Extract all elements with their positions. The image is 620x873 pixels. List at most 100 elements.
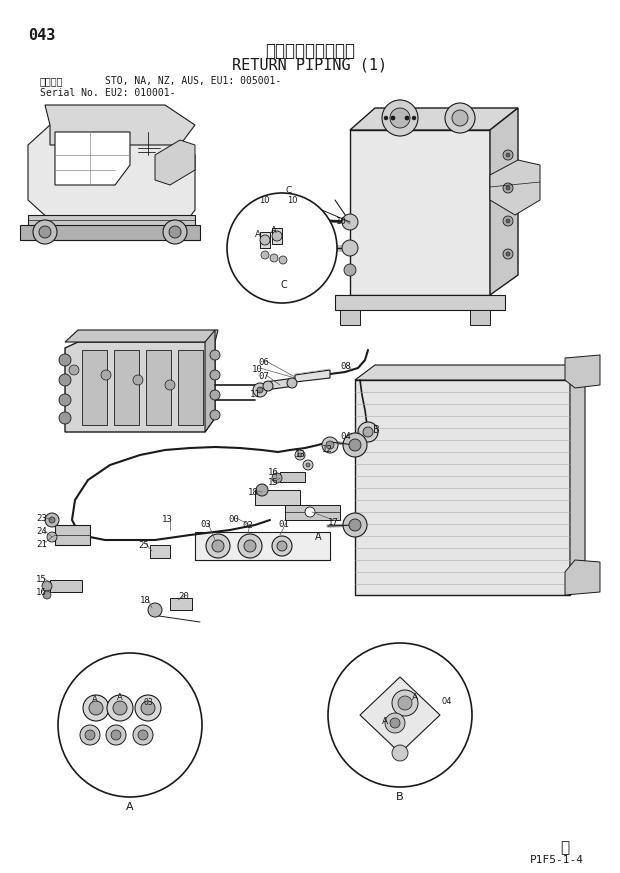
Text: 00: 00 — [228, 515, 239, 524]
Circle shape — [343, 513, 367, 537]
Circle shape — [163, 220, 187, 244]
Text: 15: 15 — [268, 478, 279, 487]
Circle shape — [253, 383, 267, 397]
Circle shape — [349, 439, 361, 451]
Circle shape — [106, 725, 126, 745]
Text: 04: 04 — [340, 432, 351, 441]
Circle shape — [305, 507, 315, 517]
Circle shape — [322, 437, 338, 453]
Polygon shape — [350, 108, 518, 130]
Text: EU2: 010001-: EU2: 010001- — [105, 88, 175, 98]
Text: 10: 10 — [259, 196, 269, 205]
Circle shape — [210, 370, 220, 380]
Polygon shape — [255, 490, 300, 505]
Polygon shape — [146, 350, 171, 425]
Circle shape — [270, 254, 278, 262]
Text: 16: 16 — [268, 468, 279, 477]
Circle shape — [506, 153, 510, 157]
Circle shape — [107, 695, 133, 721]
Circle shape — [39, 226, 51, 238]
Circle shape — [503, 249, 513, 259]
Circle shape — [133, 375, 143, 385]
Circle shape — [43, 591, 51, 599]
Text: 18: 18 — [140, 596, 151, 605]
Polygon shape — [45, 105, 195, 145]
Circle shape — [363, 427, 373, 437]
Circle shape — [89, 701, 103, 715]
Polygon shape — [178, 350, 203, 425]
Polygon shape — [265, 378, 295, 390]
Text: 16: 16 — [36, 588, 46, 597]
Polygon shape — [272, 228, 282, 244]
Text: Serial No.: Serial No. — [40, 88, 99, 98]
Circle shape — [385, 713, 405, 733]
Circle shape — [343, 433, 367, 457]
Circle shape — [85, 730, 95, 740]
Polygon shape — [65, 342, 215, 432]
Text: 21: 21 — [36, 540, 46, 549]
Circle shape — [148, 603, 162, 617]
Polygon shape — [50, 580, 82, 592]
Text: 043: 043 — [28, 28, 55, 43]
Polygon shape — [280, 472, 305, 482]
Circle shape — [42, 581, 52, 591]
Text: 04: 04 — [442, 697, 453, 706]
Text: C: C — [281, 280, 288, 290]
Text: 25: 25 — [138, 541, 149, 550]
Circle shape — [238, 534, 262, 558]
Text: 17: 17 — [328, 518, 339, 527]
Polygon shape — [490, 108, 518, 295]
Circle shape — [169, 226, 181, 238]
Circle shape — [452, 110, 468, 126]
Text: A: A — [315, 532, 322, 542]
Text: 03: 03 — [143, 698, 153, 707]
Text: 08: 08 — [340, 362, 351, 371]
Circle shape — [210, 390, 220, 400]
Circle shape — [33, 220, 57, 244]
Circle shape — [49, 517, 55, 523]
Polygon shape — [335, 295, 505, 310]
Text: A: A — [126, 802, 134, 812]
Circle shape — [326, 441, 334, 449]
Text: A: A — [382, 717, 388, 726]
Circle shape — [212, 540, 224, 552]
Circle shape — [227, 193, 337, 303]
Text: A: A — [92, 695, 98, 704]
Polygon shape — [114, 350, 139, 425]
Circle shape — [272, 231, 282, 241]
Circle shape — [101, 370, 111, 380]
Polygon shape — [490, 160, 540, 215]
Circle shape — [306, 463, 310, 467]
Circle shape — [391, 116, 395, 120]
Circle shape — [45, 513, 59, 527]
Polygon shape — [285, 505, 340, 520]
Circle shape — [206, 534, 230, 558]
Polygon shape — [565, 560, 600, 595]
Circle shape — [277, 541, 287, 551]
Circle shape — [405, 116, 409, 120]
Circle shape — [244, 540, 256, 552]
Circle shape — [59, 412, 71, 424]
Circle shape — [111, 730, 121, 740]
Polygon shape — [350, 130, 490, 295]
Text: 適用号機: 適用号機 — [40, 76, 63, 86]
Circle shape — [263, 381, 273, 391]
Text: リターン配管（１）: リターン配管（１） — [265, 42, 355, 60]
Polygon shape — [55, 525, 90, 545]
Circle shape — [303, 460, 313, 470]
Text: 18: 18 — [248, 488, 259, 497]
Polygon shape — [20, 225, 200, 240]
Circle shape — [503, 150, 513, 160]
Polygon shape — [355, 365, 585, 380]
Polygon shape — [340, 310, 360, 325]
Circle shape — [210, 350, 220, 360]
Circle shape — [58, 653, 202, 797]
Circle shape — [47, 532, 57, 542]
Polygon shape — [260, 232, 270, 248]
Text: P1F5-1-4: P1F5-1-4 — [530, 855, 584, 865]
Circle shape — [384, 116, 388, 120]
Circle shape — [59, 374, 71, 386]
Text: STO, NA, NZ, AUS, EU1: 005001-: STO, NA, NZ, AUS, EU1: 005001- — [105, 76, 281, 86]
Polygon shape — [195, 532, 330, 560]
Circle shape — [133, 725, 153, 745]
